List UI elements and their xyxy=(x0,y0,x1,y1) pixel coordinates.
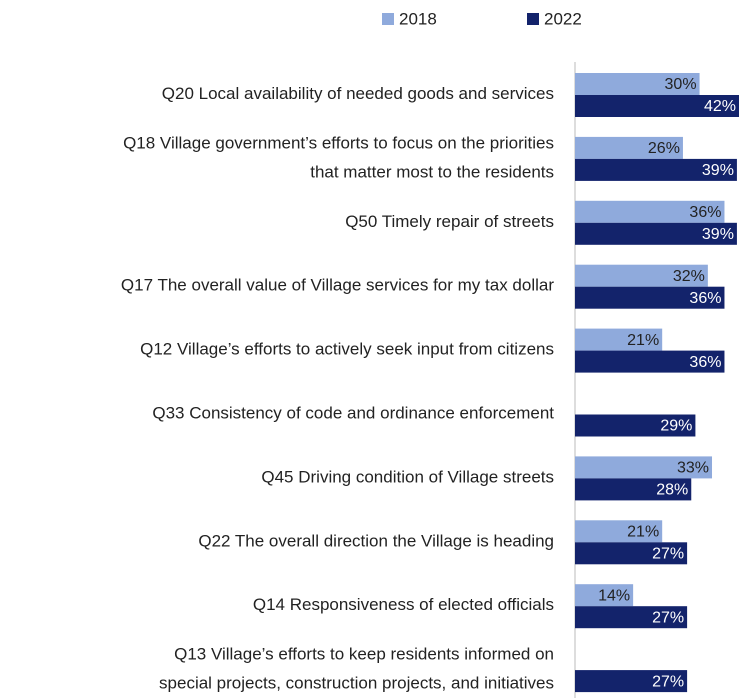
value-label: 21% xyxy=(627,332,659,349)
category-label: Q12 Village’s efforts to actively seek i… xyxy=(140,340,554,359)
category-label: Q20 Local availability of needed goods a… xyxy=(162,84,554,103)
value-label: 28% xyxy=(656,482,688,499)
bar xyxy=(575,456,713,479)
legend-label: 2022 xyxy=(544,9,582,28)
bar xyxy=(575,328,663,351)
category-label: Q17 The overall value of Village service… xyxy=(121,276,554,295)
bar xyxy=(575,606,688,629)
category-line: Q22 The overall direction the Village is… xyxy=(198,532,554,551)
category-label: Q14 Responsiveness of elected officials xyxy=(253,596,554,615)
legend-label: 2018 xyxy=(399,9,437,28)
legend-swatch xyxy=(527,13,539,25)
bar xyxy=(575,670,688,693)
value-label: 36% xyxy=(689,354,721,371)
bar xyxy=(575,542,688,565)
bar xyxy=(575,136,683,159)
category-line: Q17 The overall value of Village service… xyxy=(121,276,554,295)
category-label: Q33 Consistency of code and ordinance en… xyxy=(152,404,554,423)
category-line: Q45 Driving condition of Village streets xyxy=(261,468,554,487)
value-label: 42% xyxy=(704,98,736,115)
category-line: Q14 Responsiveness of elected officials xyxy=(253,596,554,615)
bar xyxy=(575,286,725,309)
value-label: 39% xyxy=(702,162,734,179)
value-label: 27% xyxy=(652,546,684,563)
category-line: Q33 Consistency of code and ordinance en… xyxy=(152,404,554,423)
category-line: Q50 Timely repair of streets xyxy=(345,212,554,231)
category-label: Q22 The overall direction the Village is… xyxy=(198,532,554,551)
category-line: Q12 Village’s efforts to actively seek i… xyxy=(140,340,554,359)
category-label: Q50 Timely repair of streets xyxy=(345,212,554,231)
category-label: Q13 Village’s efforts to keep residents … xyxy=(159,645,554,693)
value-label: 27% xyxy=(652,609,684,626)
value-label: 32% xyxy=(673,268,705,285)
bar xyxy=(575,200,725,223)
bar xyxy=(575,264,708,287)
bar xyxy=(575,73,700,95)
value-label: 36% xyxy=(689,290,721,307)
value-label: 14% xyxy=(598,587,630,604)
bar xyxy=(575,584,634,607)
category-line: Q18 Village government’s efforts to focu… xyxy=(123,134,554,153)
bar xyxy=(575,95,739,117)
value-label: 26% xyxy=(648,140,680,157)
bar xyxy=(575,158,737,181)
category-line: Q13 Village’s efforts to keep residents … xyxy=(174,645,554,664)
bar xyxy=(575,350,725,373)
bar xyxy=(575,222,737,245)
value-label: 21% xyxy=(627,524,659,541)
value-label: 27% xyxy=(652,673,684,690)
bar xyxy=(575,520,663,543)
bar xyxy=(575,414,696,437)
value-label: 36% xyxy=(689,204,721,221)
value-label: 33% xyxy=(677,460,709,477)
category-line: special projects, construction projects,… xyxy=(159,674,554,693)
category-label: Q45 Driving condition of Village streets xyxy=(261,468,554,487)
category-line: that matter most to the residents xyxy=(310,163,554,182)
value-label: 29% xyxy=(660,418,692,435)
legend-swatch xyxy=(382,13,394,25)
value-label: 39% xyxy=(702,226,734,243)
category-label: Q18 Village government’s efforts to focu… xyxy=(123,134,554,182)
value-label: 30% xyxy=(665,76,697,93)
bar xyxy=(575,478,692,501)
category-line: Q20 Local availability of needed goods a… xyxy=(162,84,554,103)
